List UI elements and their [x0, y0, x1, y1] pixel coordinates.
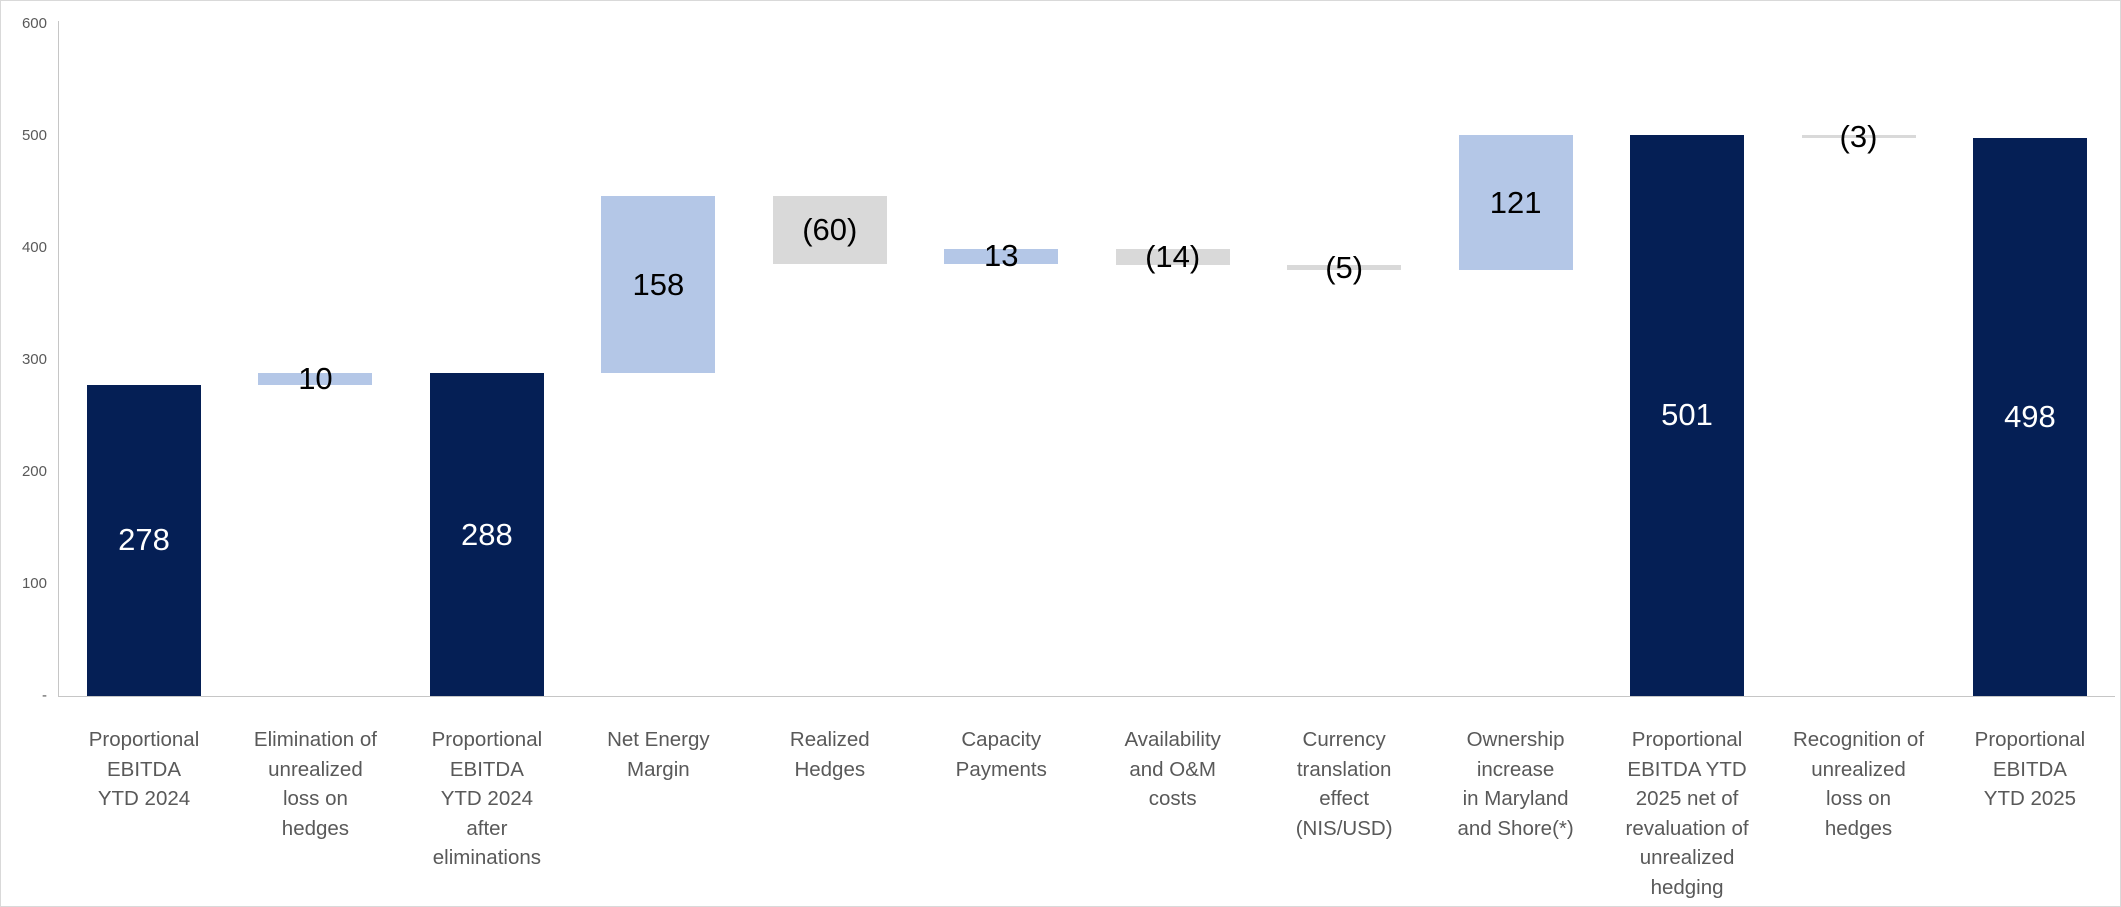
y-axis-tick-label: 400	[21, 239, 47, 256]
bar-value-label: 158	[632, 266, 685, 302]
bar-value-label: 13	[984, 238, 1019, 274]
y-axis-line	[58, 21, 59, 697]
waterfall-bar-increase	[944, 249, 1059, 264]
category-label: Elimination of unrealized loss on hedges	[253, 728, 377, 840]
category-label: Ownership increase in Maryland and Shore…	[1457, 728, 1574, 840]
waterfall-bar-increase	[601, 196, 716, 374]
category-label: Proportional EBITDA YTD 2024	[88, 728, 200, 810]
y-axis-tick-label: 200	[21, 463, 47, 480]
waterfall-bar-total	[87, 384, 201, 696]
category-label: Proportional EBITDA YTD 2025 net of reva…	[1625, 728, 1749, 899]
bar-value-label: (14)	[1145, 238, 1201, 274]
y-axis-tick-label: -	[42, 687, 47, 704]
waterfall-bar-increase	[258, 373, 373, 385]
category-label: Proportional EBITDA YTD 2025	[1974, 728, 2086, 810]
bar-value-label: 288	[461, 516, 513, 552]
waterfall-bar-total	[1972, 138, 2087, 696]
category-label: Proportional EBITDA YTD 2024 after elimi…	[431, 728, 543, 869]
y-axis-tick-label: 600	[21, 15, 47, 32]
y-axis-tick-label: 500	[21, 127, 47, 144]
waterfall-bar-decrease	[1801, 134, 1916, 139]
bar-value-label: 498	[2004, 399, 2056, 435]
bar-value-label: 121	[1489, 184, 1542, 220]
y-axis-tick-label: 100	[21, 575, 47, 592]
bar-value-label: 278	[118, 522, 170, 558]
category-label: Realized Hedges	[789, 728, 870, 781]
bar-value-label: (60)	[802, 212, 858, 248]
category-label: Net Energy Margin	[607, 728, 710, 781]
waterfall-bar-total	[1630, 134, 1745, 696]
waterfall-bar-decrease	[1287, 264, 1402, 271]
category-label: Recognition of unrealized loss on hedges	[1792, 728, 1925, 840]
waterfall-bar-decrease	[1115, 249, 1230, 265]
category-label: Capacity Payments	[955, 728, 1047, 781]
waterfall-bar-total	[429, 373, 544, 696]
waterfall-bar-increase	[1458, 134, 1573, 271]
y-axis-tick-label: 300	[21, 351, 47, 368]
bar-value-label: (3)	[1839, 118, 1878, 154]
waterfall-bar-decrease	[772, 196, 887, 264]
bar-value-label: (5)	[1325, 249, 1364, 285]
x-axis-line	[58, 696, 2115, 697]
category-label: Availability and O&M costs	[1124, 728, 1221, 810]
category-label: Currency translation effect (NIS/USD)	[1295, 728, 1393, 840]
bar-value-label: 10	[298, 361, 333, 397]
bar-value-label: 501	[1661, 397, 1713, 433]
